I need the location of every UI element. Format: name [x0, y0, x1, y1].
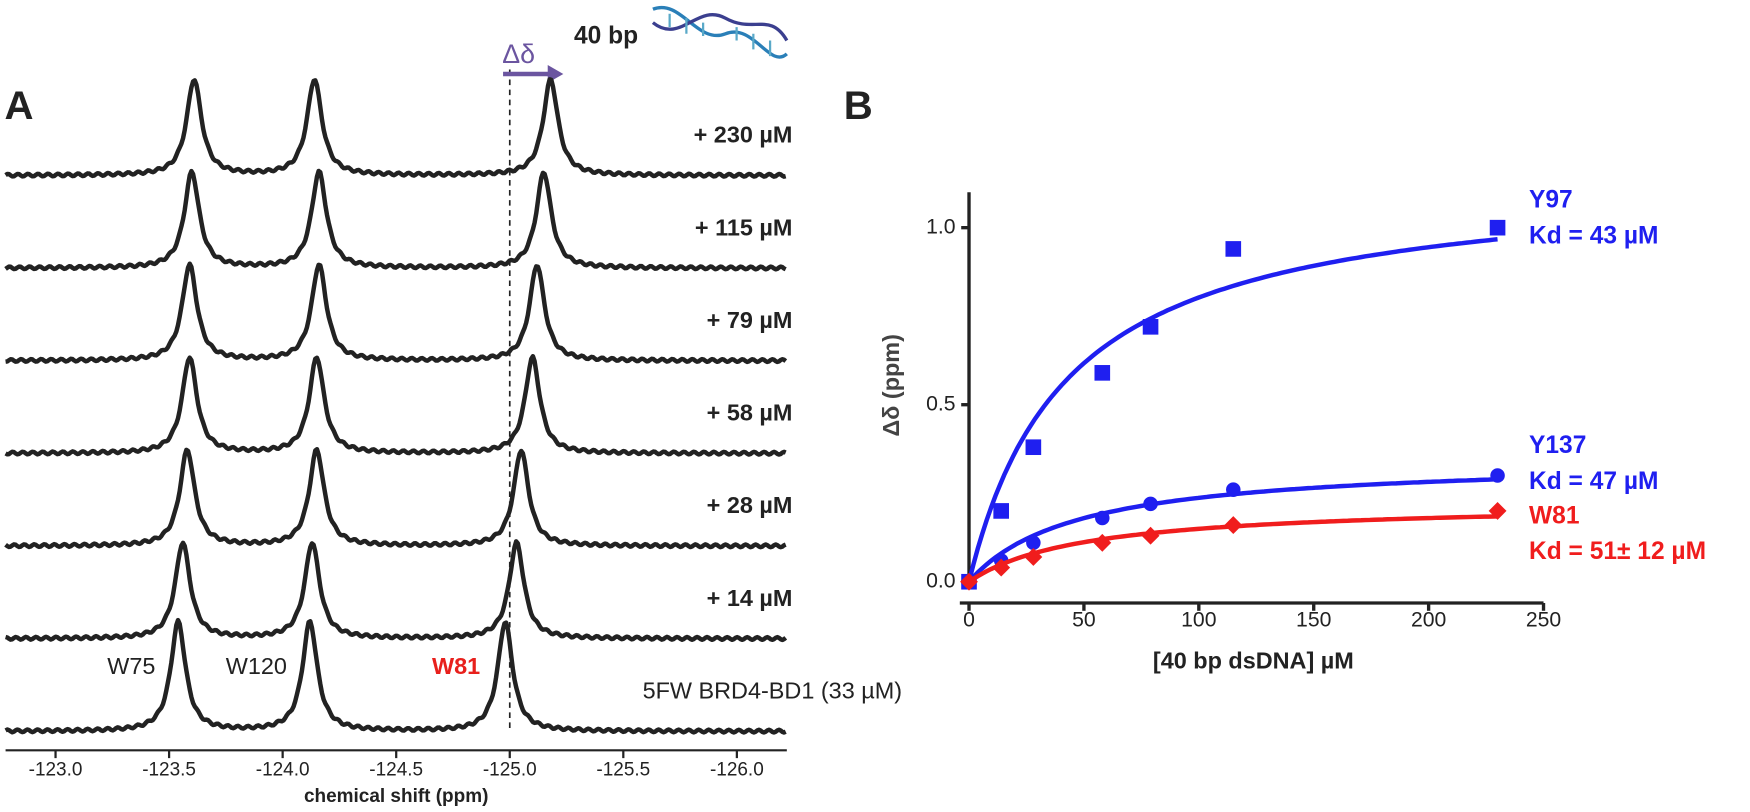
y-tick-label: 0.0 — [926, 569, 955, 592]
kd-label: Kd = 43 µM — [1529, 222, 1658, 249]
x-tick-label: -124.0 — [256, 759, 310, 780]
spectrum-trace — [4, 77, 787, 179]
y-tick-label: 0.5 — [926, 392, 955, 415]
peak-label: W81 — [432, 653, 480, 679]
shift-annotation: Δδ — [502, 39, 535, 69]
series-label: Y97 — [1529, 187, 1573, 214]
data-point — [1141, 526, 1160, 545]
x-tick-label: -123.0 — [29, 759, 83, 780]
x-axis-label: chemical shift (ppm) — [304, 786, 488, 807]
trace-label: + 115 µM — [695, 214, 792, 240]
data-point — [960, 572, 978, 591]
data-point — [1143, 496, 1158, 512]
kd-label: Kd = 47 µM — [1529, 468, 1658, 495]
data-point — [1025, 439, 1042, 456]
data-point — [1142, 319, 1159, 335]
inset-label: 40 bp — [574, 23, 638, 50]
x-tick-label: 0 — [963, 608, 975, 631]
dna-icon — [651, 5, 789, 59]
data-point — [1225, 241, 1242, 257]
trace-label: 5FW BRD4-BD1 (33 µM) — [643, 677, 902, 703]
x-tick-label: -125.5 — [596, 759, 650, 780]
trace-label: + 14 µM — [707, 585, 793, 611]
fit-curve — [966, 237, 1498, 583]
x-tick-label: 200 — [1411, 608, 1446, 631]
spectrum-trace — [4, 446, 787, 550]
x-tick-label: 250 — [1526, 608, 1561, 631]
series-label: Y137 — [1529, 432, 1586, 459]
y-tick-label: 1.0 — [926, 215, 955, 238]
data-point — [1226, 482, 1241, 497]
x-tick-label: -126.0 — [710, 759, 764, 780]
spectrum-trace — [5, 261, 788, 365]
spectrum-trace — [4, 353, 787, 457]
x-tick-label: 50 — [1072, 608, 1096, 631]
trace-label: + 79 µM — [707, 307, 793, 333]
spectrum-trace — [5, 539, 788, 643]
trace-label: + 58 µM — [707, 400, 793, 426]
data-point — [993, 503, 1009, 519]
spectrum-trace — [4, 168, 787, 272]
data-point — [1094, 365, 1111, 381]
data-point — [1489, 219, 1506, 236]
panel-label: B — [844, 83, 873, 128]
x-axis-label: [40 bp dsDNA] µM — [1153, 647, 1354, 673]
y-axis-label: Δδ (ppm) — [878, 334, 904, 437]
x-tick-label: 100 — [1181, 608, 1216, 631]
trace-label: + 230 µM — [694, 122, 793, 148]
data-point — [1224, 516, 1243, 535]
spectrum-trace — [4, 617, 787, 735]
x-tick-label: 150 — [1296, 608, 1331, 631]
panel-label: A — [4, 83, 33, 128]
data-point — [1093, 533, 1112, 552]
x-tick-label: -125.0 — [483, 759, 537, 780]
peak-label: W75 — [107, 653, 155, 679]
kd-label: Kd = 51± 12 µM — [1529, 538, 1706, 565]
x-tick-label: -124.5 — [369, 759, 423, 780]
series-label: W81 — [1529, 503, 1579, 530]
x-tick-label: -123.5 — [142, 759, 196, 780]
data-point — [1026, 535, 1041, 551]
trace-label: + 28 µM — [707, 492, 793, 518]
data-point — [992, 558, 1011, 577]
peak-label: W120 — [226, 653, 287, 679]
data-point — [1095, 510, 1110, 526]
data-point — [1490, 468, 1505, 483]
